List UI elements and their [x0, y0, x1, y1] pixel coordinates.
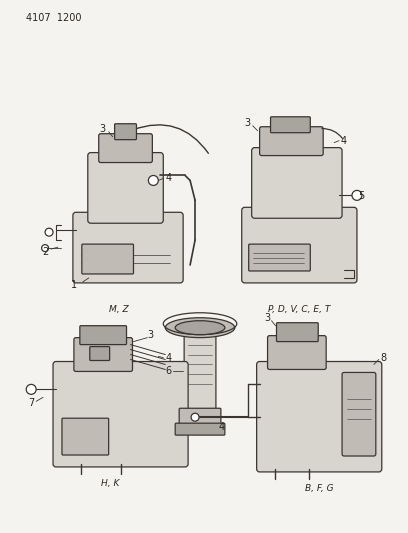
Text: M, Z: M, Z — [109, 305, 129, 314]
FancyBboxPatch shape — [115, 124, 136, 140]
FancyBboxPatch shape — [277, 322, 318, 342]
Text: 8: 8 — [381, 352, 387, 362]
FancyBboxPatch shape — [271, 117, 310, 133]
Circle shape — [191, 413, 199, 421]
Text: 1: 1 — [71, 280, 77, 290]
FancyBboxPatch shape — [62, 418, 109, 455]
Ellipse shape — [165, 318, 235, 337]
Circle shape — [42, 245, 49, 252]
Ellipse shape — [175, 321, 225, 335]
FancyBboxPatch shape — [99, 134, 152, 163]
FancyBboxPatch shape — [252, 148, 342, 218]
Text: 5: 5 — [358, 191, 364, 201]
FancyBboxPatch shape — [342, 373, 376, 456]
FancyBboxPatch shape — [257, 361, 382, 472]
Text: 4: 4 — [219, 422, 225, 432]
Text: 4107  1200: 4107 1200 — [26, 13, 82, 23]
Text: 7: 7 — [28, 398, 34, 408]
Circle shape — [26, 384, 36, 394]
Circle shape — [352, 190, 362, 200]
Text: 3: 3 — [147, 329, 153, 340]
Text: 2: 2 — [42, 247, 48, 257]
FancyBboxPatch shape — [53, 361, 188, 467]
FancyBboxPatch shape — [82, 244, 133, 274]
Text: 4: 4 — [341, 136, 347, 146]
Text: 4: 4 — [165, 173, 171, 183]
FancyBboxPatch shape — [259, 127, 323, 156]
Text: 3: 3 — [245, 118, 251, 128]
Text: P, D, V, C, E, T: P, D, V, C, E, T — [268, 305, 330, 314]
FancyBboxPatch shape — [80, 326, 126, 345]
FancyBboxPatch shape — [74, 337, 133, 372]
FancyBboxPatch shape — [90, 346, 110, 360]
Text: H, K: H, K — [102, 479, 120, 488]
FancyBboxPatch shape — [179, 408, 221, 428]
FancyBboxPatch shape — [184, 334, 216, 415]
Text: 4: 4 — [165, 352, 171, 362]
FancyBboxPatch shape — [242, 207, 357, 283]
FancyBboxPatch shape — [249, 244, 310, 271]
FancyBboxPatch shape — [268, 336, 326, 369]
FancyBboxPatch shape — [73, 212, 183, 283]
FancyBboxPatch shape — [88, 152, 163, 223]
Circle shape — [149, 175, 158, 185]
Text: B, F, G: B, F, G — [305, 484, 333, 494]
Text: 3: 3 — [100, 124, 106, 134]
Text: 6: 6 — [165, 367, 171, 376]
Text: 3: 3 — [264, 313, 271, 323]
Circle shape — [45, 228, 53, 236]
FancyBboxPatch shape — [175, 423, 225, 435]
